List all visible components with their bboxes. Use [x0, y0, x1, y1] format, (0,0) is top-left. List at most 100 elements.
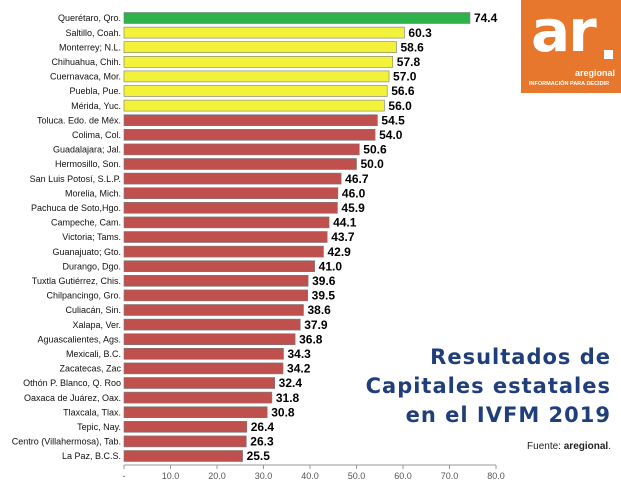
x-tick-label: 30.0 — [255, 471, 273, 481]
category-label: Guadalajara; Jal. — [53, 145, 121, 155]
bar — [123, 187, 339, 199]
value-label: 57.0 — [393, 70, 417, 84]
value-label: 34.3 — [287, 347, 311, 361]
category-label: Puebla, Pue. — [69, 86, 121, 96]
value-label: 42.9 — [327, 245, 351, 259]
x-tick-label: 20.0 — [208, 471, 226, 481]
value-label: 50.0 — [361, 157, 385, 171]
bar — [123, 318, 301, 331]
source-prefix: Fuente: — [527, 441, 564, 452]
value-label: 58.6 — [400, 40, 424, 54]
category-label: San Luis Potosí, S.L.P. — [30, 174, 121, 184]
bar — [123, 362, 284, 375]
category-label: Mexicali, B.C. — [66, 349, 121, 359]
source-brand: aregional — [563, 441, 609, 452]
category-label: Mérida, Yuc. — [71, 101, 121, 111]
value-label: 30.8 — [271, 405, 295, 419]
bar — [123, 216, 330, 229]
bar — [123, 231, 328, 243]
bar — [123, 333, 296, 346]
value-label: 37.9 — [304, 318, 328, 332]
bar — [123, 85, 388, 97]
bar — [123, 435, 247, 448]
category-label: Victoria; Tams. — [62, 232, 121, 242]
category-label: Guanajuato; Gto. — [52, 247, 121, 257]
bar — [123, 158, 357, 170]
aregional-logo: ar aregional INFORMACIÓN PARA DECIDIR — [521, 0, 621, 93]
title-line-3: en el IVFM 2019 — [405, 403, 611, 427]
bar — [123, 143, 360, 156]
bar — [123, 260, 315, 273]
value-label: 41.0 — [319, 259, 343, 273]
value-label: 38.6 — [307, 303, 331, 317]
value-label: 56.0 — [388, 99, 412, 113]
category-label: Hermosillo, Son. — [55, 159, 121, 169]
x-tick-label: 80.0 — [487, 471, 505, 481]
category-label: Xalapa, Ver. — [72, 320, 121, 330]
category-label: Othón P. Blanco, Q. Roo — [23, 378, 121, 388]
value-label: 25.5 — [247, 449, 271, 463]
bar — [123, 245, 324, 258]
x-tick-label: 10.0 — [162, 471, 180, 481]
category-label: Centro (Villahermosa), Tab. — [12, 437, 121, 447]
bar — [123, 420, 248, 433]
value-label: 45.9 — [341, 201, 365, 215]
category-label: La Paz, B.C.S. — [62, 451, 121, 461]
bar — [123, 12, 471, 24]
value-label: 57.8 — [397, 55, 421, 69]
value-label: 56.6 — [391, 84, 415, 98]
source-note: Fuente: aregional. — [527, 441, 611, 452]
bar — [123, 202, 338, 214]
category-label: Tlaxcala, Tlax. — [63, 407, 121, 417]
value-label: 60.3 — [408, 26, 432, 40]
source-suffix: . — [608, 441, 611, 452]
title-line-2: Capitales estatales — [365, 374, 611, 398]
category-label: Querétaro, Qro. — [58, 13, 121, 23]
category-label: Chihuahua, Chih. — [51, 57, 121, 67]
category-label: Colima, Col. — [72, 130, 121, 140]
category-label: Tuxtla Gutiérrez, Chis. — [32, 276, 121, 286]
value-label: 54.0 — [379, 128, 403, 142]
category-label: Aguascalientes, Ags. — [37, 334, 121, 344]
category-label: Morelia, Mich. — [65, 188, 121, 198]
value-label: 32.4 — [279, 376, 303, 390]
bar — [123, 114, 378, 126]
value-label: 26.4 — [251, 420, 275, 434]
logo-tagline: INFORMACIÓN PARA DECIDIR — [529, 81, 610, 87]
bar — [123, 55, 394, 68]
value-label: 46.7 — [345, 172, 369, 186]
value-label: 74.4 — [474, 11, 498, 25]
bar — [123, 70, 390, 83]
bar — [123, 347, 284, 360]
bars-group — [123, 12, 471, 462]
value-label: 46.0 — [342, 186, 366, 200]
value-label: 36.8 — [299, 332, 323, 346]
x-tick-label: 50.0 — [348, 471, 366, 481]
value-label: 26.3 — [250, 435, 274, 449]
bar — [123, 26, 405, 39]
x-tick-label: 60.0 — [394, 471, 412, 481]
bar — [123, 377, 275, 389]
x-axis-ticks: - 10.0 20.0 30.0 40.0 50.0 60.0 70.0 80.0 — [123, 465, 505, 481]
x-tick-label: - — [123, 471, 126, 481]
category-label: Zacatecas, Zac — [59, 364, 121, 374]
bar — [123, 274, 309, 287]
bar — [123, 406, 268, 419]
category-label: Oaxaca de Juárez, Oax. — [24, 393, 121, 403]
x-tick-label: 70.0 — [441, 471, 459, 481]
chart-title: Resultados de Capitales estatales en el … — [351, 343, 611, 430]
category-label: Saltillo, Coah. — [65, 28, 121, 38]
category-label: Pachuca de Soto,Hgo. — [31, 203, 121, 213]
category-label: Chilpancingo, Gro. — [46, 291, 121, 301]
bar — [123, 304, 304, 316]
bar — [123, 391, 273, 404]
value-label: 43.7 — [331, 230, 355, 244]
category-label: Durango, Dgo. — [62, 261, 121, 271]
logo-brand: aregional — [574, 68, 615, 78]
value-label: 34.2 — [287, 362, 311, 376]
bar — [123, 99, 385, 112]
value-label: 31.8 — [276, 391, 300, 405]
category-label: Tepic, Nay. — [77, 422, 121, 432]
bar — [123, 172, 342, 185]
